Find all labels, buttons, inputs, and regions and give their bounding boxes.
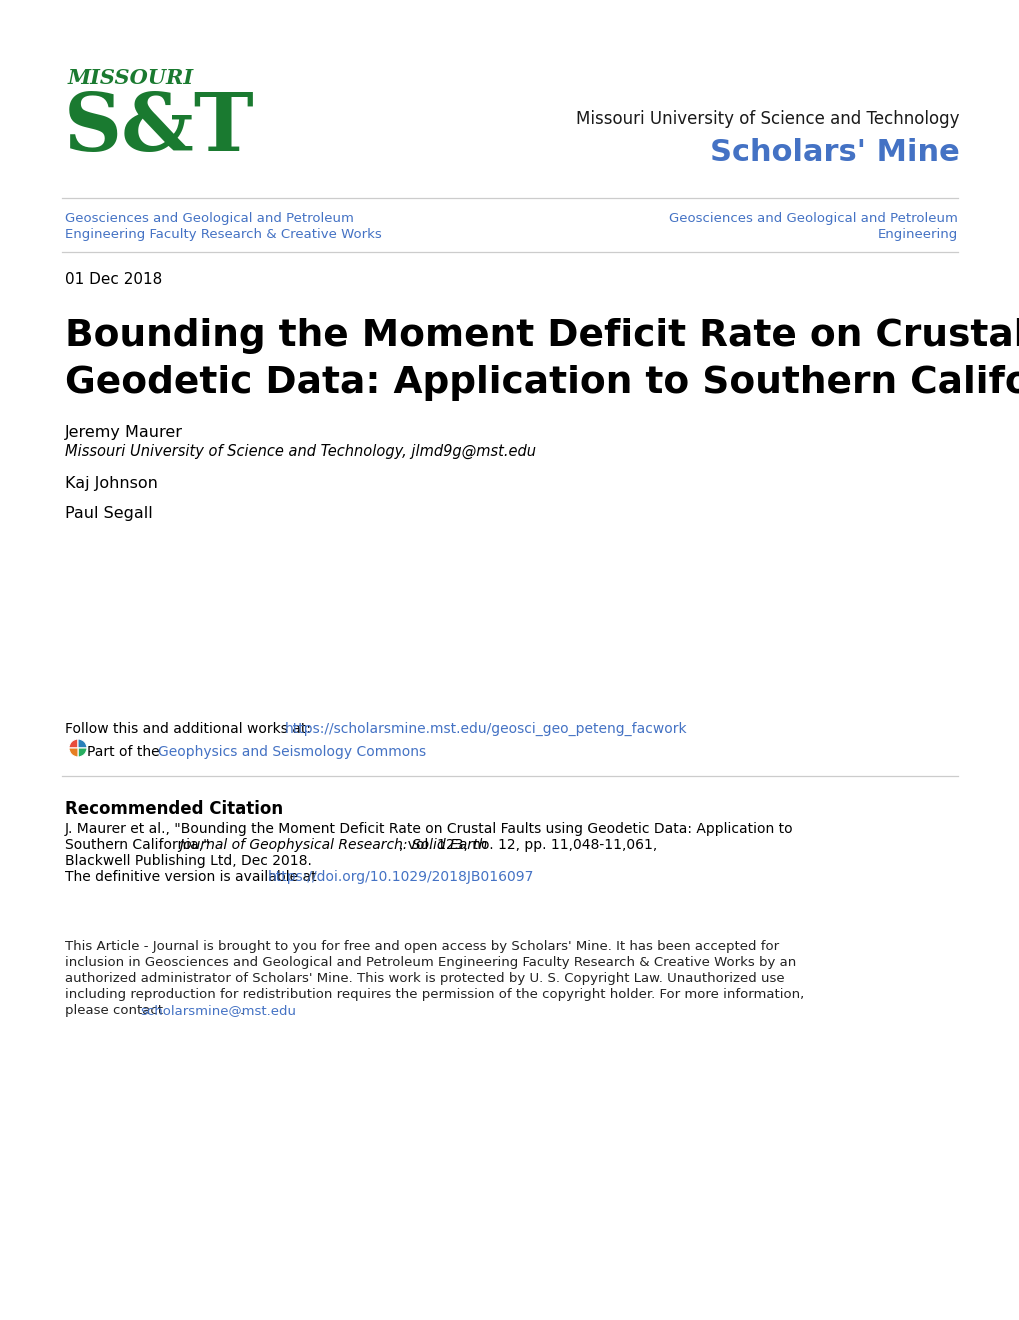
Text: MISSOURI: MISSOURI — [68, 69, 194, 88]
Text: https://doi.org/10.1029/2018JB016097: https://doi.org/10.1029/2018JB016097 — [268, 870, 534, 884]
Text: Southern California,": Southern California," — [65, 838, 214, 851]
Text: Recommended Citation: Recommended Citation — [65, 800, 283, 818]
Wedge shape — [69, 739, 77, 748]
Text: The definitive version is available at: The definitive version is available at — [65, 870, 321, 884]
Text: authorized administrator of Scholars' Mine. This work is protected by U. S. Copy: authorized administrator of Scholars' Mi… — [65, 972, 784, 985]
Text: .: . — [239, 1005, 244, 1016]
Text: including reproduction for redistribution requires the permission of the copyrig: including reproduction for redistributio… — [65, 987, 803, 1001]
Text: J. Maurer et al., "Bounding the Moment Deficit Rate on Crustal Faults using Geod: J. Maurer et al., "Bounding the Moment D… — [65, 822, 793, 836]
Text: Geosciences and Geological and Petroleum: Geosciences and Geological and Petroleum — [668, 213, 957, 224]
Text: Engineering Faculty Research & Creative Works: Engineering Faculty Research & Creative … — [65, 228, 381, 242]
Text: Part of the: Part of the — [87, 744, 164, 759]
Text: Bounding the Moment Deficit Rate on Crustal Faults using: Bounding the Moment Deficit Rate on Crus… — [65, 318, 1019, 354]
Text: Engineering: Engineering — [877, 228, 957, 242]
Wedge shape — [69, 748, 77, 756]
Text: https://scholarsmine.mst.edu/geosci_geo_peteng_facwork: https://scholarsmine.mst.edu/geosci_geo_… — [285, 722, 687, 737]
Text: please contact: please contact — [65, 1005, 167, 1016]
Text: Kaj Johnson: Kaj Johnson — [65, 477, 158, 491]
Text: Paul Segall: Paul Segall — [65, 506, 153, 521]
Text: Geophysics and Seismology Commons: Geophysics and Seismology Commons — [158, 744, 426, 759]
Text: Missouri University of Science and Technology: Missouri University of Science and Techn… — [576, 110, 959, 128]
Text: inclusion in Geosciences and Geological and Petroleum Engineering Faculty Resear: inclusion in Geosciences and Geological … — [65, 956, 796, 969]
Text: Jeremy Maurer: Jeremy Maurer — [65, 425, 182, 440]
Text: , vol. 123, no. 12, pp. 11,048-11,061,: , vol. 123, no. 12, pp. 11,048-11,061, — [399, 838, 657, 851]
Wedge shape — [77, 739, 87, 748]
Text: Follow this and additional works at:: Follow this and additional works at: — [65, 722, 315, 737]
Text: Journal of Geophysical Research: Solid Earth: Journal of Geophysical Research: Solid E… — [179, 838, 487, 851]
Wedge shape — [77, 748, 87, 756]
Text: This Article - Journal is brought to you for free and open access by Scholars' M: This Article - Journal is brought to you… — [65, 940, 779, 953]
Text: Scholars' Mine: Scholars' Mine — [709, 139, 959, 168]
Text: Blackwell Publishing Ltd, Dec 2018.: Blackwell Publishing Ltd, Dec 2018. — [65, 854, 312, 869]
Text: Geosciences and Geological and Petroleum: Geosciences and Geological and Petroleum — [65, 213, 354, 224]
Text: S&T: S&T — [64, 90, 255, 168]
Text: Geodetic Data: Application to Southern California: Geodetic Data: Application to Southern C… — [65, 366, 1019, 401]
Text: scholarsmine@mst.edu: scholarsmine@mst.edu — [140, 1005, 296, 1016]
Text: 01 Dec 2018: 01 Dec 2018 — [65, 272, 162, 286]
Text: Missouri University of Science and Technology, jlmd9g@mst.edu: Missouri University of Science and Techn… — [65, 444, 535, 459]
